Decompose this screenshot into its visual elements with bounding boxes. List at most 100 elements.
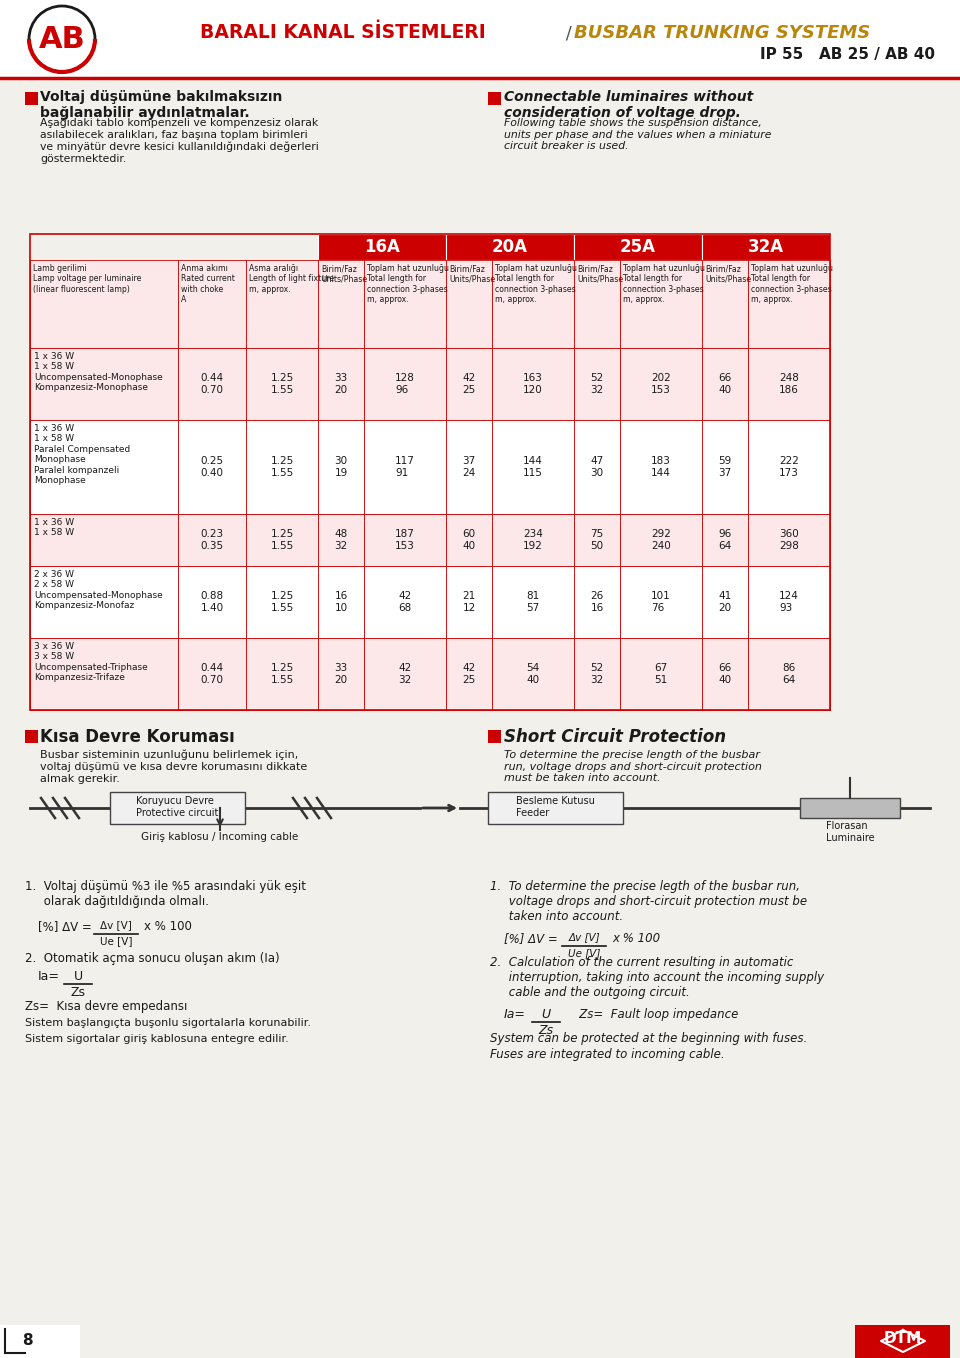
Bar [620, 566, 702, 638]
Text: 1.25
1.55: 1.25 1.55 [271, 530, 294, 551]
Text: 33
20: 33 20 [334, 663, 348, 684]
Bar [30, 348, 830, 420]
Text: /: / [560, 24, 578, 42]
Text: 1.25
1.55: 1.25 1.55 [271, 663, 294, 684]
Text: 86
64: 86 64 [782, 663, 796, 684]
Text: Birim/Faz
Units/Phase: Birim/Faz Units/Phase [449, 263, 495, 284]
Bar [446, 234, 574, 259]
Text: 1.  To determine the precise legth of the busbar run,
     voltage drops and sho: 1. To determine the precise legth of the… [490, 880, 807, 923]
Text: Zs: Zs [539, 1024, 554, 1038]
Text: Following table shows the suspension distance,
units per phase and the values wh: Following table shows the suspension dis… [504, 118, 772, 151]
Text: 16
10: 16 10 [334, 591, 348, 612]
Text: 66
40: 66 40 [718, 373, 732, 395]
Text: 59
37: 59 37 [718, 456, 732, 478]
Bar [30, 638, 830, 710]
Text: 101
76: 101 76 [651, 591, 671, 612]
Bar [620, 259, 702, 348]
Text: 32A: 32A [748, 238, 784, 257]
Text: 42
25: 42 25 [463, 663, 475, 684]
Bar [364, 566, 446, 638]
Bar [702, 348, 748, 420]
Bar [574, 638, 620, 710]
Text: 21
12: 21 12 [463, 591, 475, 612]
Text: Florasan
Luminaire: Florasan Luminaire [826, 822, 875, 842]
Text: 1.25
1.55: 1.25 1.55 [271, 373, 294, 395]
Text: Zs=  Fault loop impedance: Zs= Fault loop impedance [568, 1008, 738, 1021]
Bar [446, 420, 492, 513]
Bar [492, 513, 574, 566]
Bar [318, 638, 364, 710]
Text: U: U [73, 970, 83, 983]
Bar [178, 420, 246, 513]
Bar [318, 259, 364, 348]
Text: 360
298: 360 298 [780, 530, 799, 551]
Text: Birim/Faz
Units/Phase: Birim/Faz Units/Phase [705, 263, 751, 284]
Circle shape [29, 5, 95, 72]
Bar [178, 259, 246, 348]
Bar [246, 513, 318, 566]
Text: 42
32: 42 32 [398, 663, 412, 684]
Text: Koruyucu Devre
Protective circuit: Koruyucu Devre Protective circuit [136, 796, 219, 818]
Text: 0.23
0.35: 0.23 0.35 [201, 530, 224, 551]
Bar [620, 513, 702, 566]
Bar [574, 348, 620, 420]
Text: Ia=: Ia= [504, 1008, 526, 1021]
Text: 2.  Otomatik açma sonucu oluşan akım (Ia): 2. Otomatik açma sonucu oluşan akım (Ia) [25, 952, 279, 966]
Text: 183
144: 183 144 [651, 456, 671, 478]
Bar [30, 420, 830, 513]
Bar [574, 566, 620, 638]
Text: 47
30: 47 30 [590, 456, 604, 478]
Text: Asma aralığı
Length of light fixture
m, approx.: Asma aralığı Length of light fixture m, … [249, 263, 334, 293]
Bar [364, 348, 446, 420]
Text: 128
96: 128 96 [396, 373, 415, 395]
Bar [318, 420, 364, 513]
Text: x % 100: x % 100 [144, 919, 192, 933]
Text: Aşağıdaki tablo kompenzeli ve kompenzesiz olarak
asılabilecek aralıkları, faz ba: Aşağıdaki tablo kompenzeli ve kompenzesi… [40, 118, 319, 164]
Text: To determine the precise length of the busbar
run, voltage drops and short-circu: To determine the precise length of the b… [504, 750, 762, 784]
Bar [488, 731, 501, 743]
Bar [30, 420, 178, 513]
Bar [800, 799, 900, 818]
Bar [488, 92, 501, 105]
Text: Busbar sisteminin uzunluğunu belirlemek için,
voltaj düşümü ve kısa devre koruma: Busbar sisteminin uzunluğunu belirlemek … [40, 750, 307, 784]
Text: Voltaj düşümüne bakılmaksızın
bağlanabilir aydınlatmalar.: Voltaj düşümüne bakılmaksızın bağlanabil… [40, 90, 282, 121]
Text: Toplam hat uzunluğu
Total length for
connection 3-phases
m, approx.: Toplam hat uzunluğu Total length for con… [367, 263, 449, 304]
Bar [0, 0, 960, 77]
Bar [30, 638, 178, 710]
Bar [620, 348, 702, 420]
Bar [178, 638, 246, 710]
Bar [446, 638, 492, 710]
Bar [30, 566, 178, 638]
Text: 1 x 36 W
1 x 58 W: 1 x 36 W 1 x 58 W [34, 517, 74, 538]
Bar [855, 1325, 950, 1358]
Bar [446, 513, 492, 566]
Text: 1.  Voltaj düşümü %3 ile %5 arasındaki yük eşit
     olarak dağıtıldığında olmal: 1. Voltaj düşümü %3 ile %5 arasındaki yü… [25, 880, 306, 909]
Text: 222
173: 222 173 [780, 456, 799, 478]
Text: Toplam hat uzunluğu
Total length for
connection 3-phases
m, approx.: Toplam hat uzunluğu Total length for con… [751, 263, 833, 304]
Text: 52
32: 52 32 [590, 373, 604, 395]
Text: AB: AB [38, 24, 85, 53]
Text: 60
40: 60 40 [463, 530, 475, 551]
Bar [0, 1325, 80, 1358]
Bar [364, 638, 446, 710]
Text: 163
120: 163 120 [523, 373, 543, 395]
Text: 2.  Calculation of the current resulting in automatic
     interruption, taking : 2. Calculation of the current resulting … [490, 956, 824, 999]
Bar [30, 234, 830, 710]
Bar [30, 513, 178, 566]
Text: 37
24: 37 24 [463, 456, 475, 478]
Bar [574, 259, 620, 348]
Bar [318, 348, 364, 420]
Text: 96
64: 96 64 [718, 530, 732, 551]
Text: 67
51: 67 51 [655, 663, 667, 684]
Text: BARALI KANAL SİSTEMLERI: BARALI KANAL SİSTEMLERI [200, 23, 486, 42]
Bar [492, 566, 574, 638]
Text: System can be protected at the beginning with fuses.: System can be protected at the beginning… [490, 1032, 807, 1046]
Text: 66
40: 66 40 [718, 663, 732, 684]
Bar [246, 420, 318, 513]
Text: Zs=  Kısa devre empedansı: Zs= Kısa devre empedansı [25, 999, 187, 1013]
Text: 144
115: 144 115 [523, 456, 543, 478]
Text: Anma akımı
Rated current
with choke
A: Anma akımı Rated current with choke A [181, 263, 235, 304]
Bar [30, 348, 178, 420]
Bar [748, 566, 830, 638]
Bar [702, 566, 748, 638]
